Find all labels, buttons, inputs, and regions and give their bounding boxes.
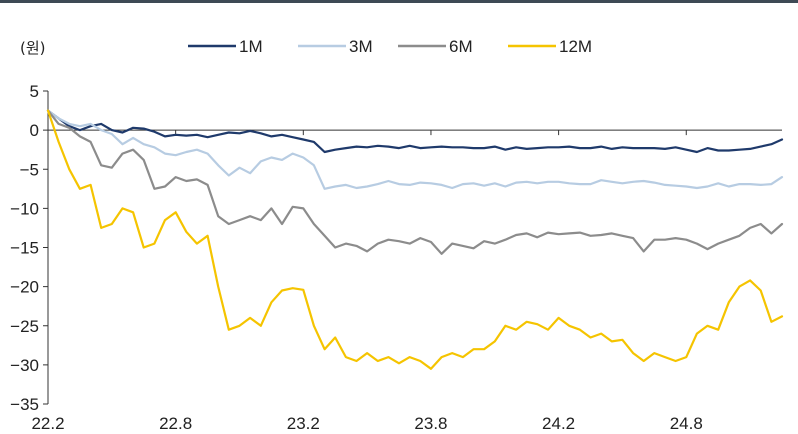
x-tick-label: 23.8 [414,414,447,433]
x-tick-label: 22.2 [31,414,64,433]
y-tick-label: −30 [10,356,39,375]
series-line-12m [46,109,784,370]
legend-label: 6M [449,37,473,56]
legend-item-3m: 3M [298,37,373,56]
x-tick-label: 22.8 [159,414,192,433]
legend-label: 12M [559,37,592,56]
y-tick-label: −5 [20,160,39,179]
series-line-6m [46,109,784,255]
x-tick-label: 23.2 [287,414,320,433]
series-line-3m [46,109,784,190]
legend: 1M 3M 6M 12M [188,37,592,56]
y-unit-label: (원) [20,39,46,57]
legend-item-12m: 12M [508,37,592,56]
legend-item-1m: 1M [188,37,263,56]
y-tick-label: 5 [30,82,39,101]
x-tick-label: 24.8 [670,414,703,433]
x-tick-label: 24.2 [542,414,575,433]
y-tick-label: −15 [10,239,39,258]
y-tick-label: −20 [10,278,39,297]
legend-label: 1M [239,37,263,56]
y-tick-label: −25 [10,317,39,336]
series-line-1m [46,109,784,154]
y-tick-label: −10 [10,199,39,218]
top-border [0,0,798,3]
y-tick-label: 0 [30,121,39,140]
legend-item-6m: 6M [398,37,473,56]
legend-label: 3M [349,37,373,56]
y-tick-label: −35 [10,395,39,414]
plot-lines [46,109,784,370]
